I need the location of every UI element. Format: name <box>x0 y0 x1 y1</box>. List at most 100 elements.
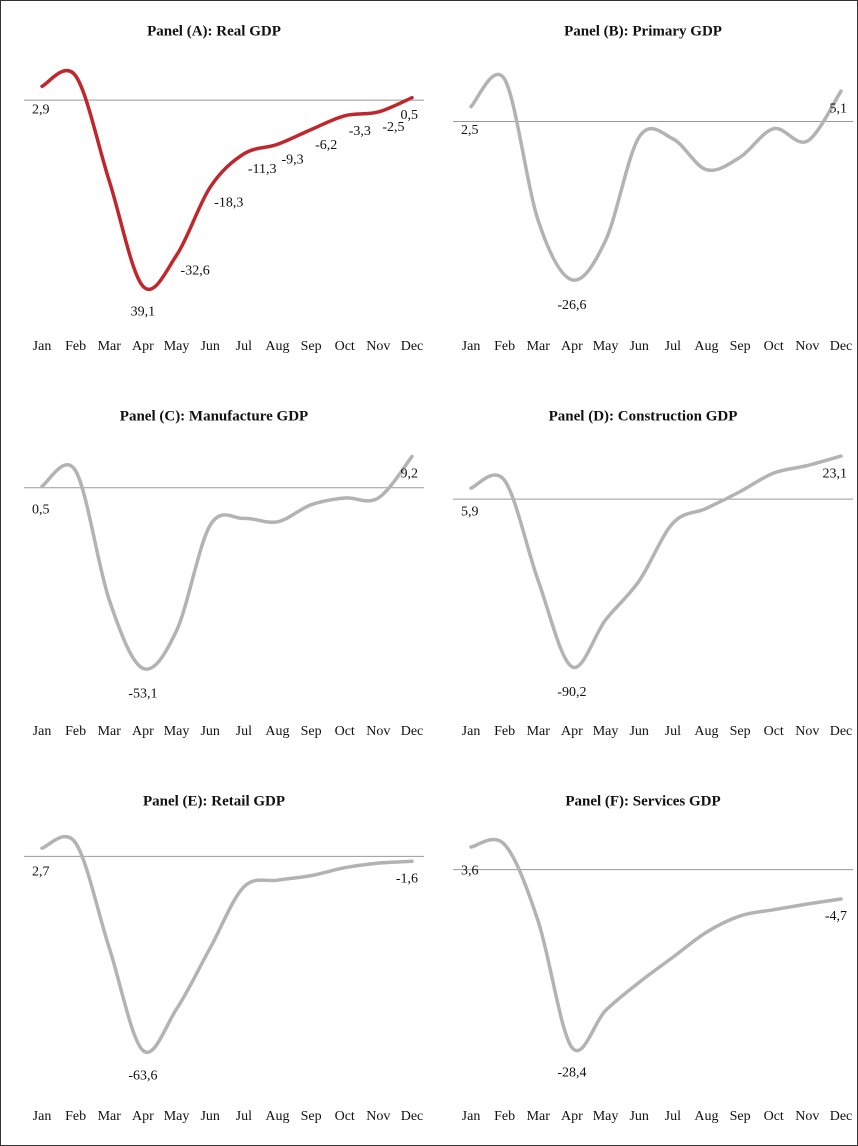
x-tick-label: May <box>164 724 190 739</box>
x-tick-label: Apr <box>132 339 154 354</box>
line <box>469 837 843 1053</box>
x-tick-label: Aug <box>694 1109 718 1124</box>
x-tick-label: Aug <box>694 724 718 739</box>
data-label: -1,6 <box>396 872 418 887</box>
x-tick-label: Mar <box>527 339 551 354</box>
x-tick-label: Dec <box>830 339 853 354</box>
data-label: -11,3 <box>248 162 277 177</box>
x-tick-label: Apr <box>132 724 154 739</box>
x-tick-label: Sep <box>301 339 322 354</box>
x-tick-label: Oct <box>335 1109 355 1124</box>
x-tick-label: Oct <box>764 724 784 739</box>
x-tick-label: Jul <box>236 339 252 354</box>
x-tick-label: Aug <box>265 339 289 354</box>
x-tick-label: Sep <box>730 1109 751 1124</box>
data-label: 9,2 <box>401 467 419 482</box>
x-tick-label: Apr <box>132 1109 154 1124</box>
x-tick-label: Nov <box>795 1109 819 1124</box>
x-tick-label: Mar <box>98 724 122 739</box>
x-tick-label: Nov <box>366 1109 390 1124</box>
panel-title: Panel (A): Real GDP <box>147 23 281 39</box>
x-tick-label: Oct <box>335 724 355 739</box>
data-label: -3,3 <box>349 124 371 139</box>
x-tick-label: Sep <box>301 1109 322 1124</box>
data-label: 23,1 <box>823 466 848 481</box>
data-label: 3,6 <box>461 863 479 878</box>
line <box>469 454 843 670</box>
x-tick-label: Dec <box>830 724 853 739</box>
panel-title: Panel (E): Retail GDP <box>143 793 285 809</box>
x-tick-label: Dec <box>401 724 424 739</box>
x-tick-label: May <box>593 339 619 354</box>
data-label: 5,9 <box>461 504 479 519</box>
x-tick-label: Nov <box>795 724 819 739</box>
x-tick-label: Apr <box>561 724 583 739</box>
x-tick-label: Dec <box>830 1109 853 1124</box>
x-tick-label: Sep <box>730 724 751 739</box>
x-tick-label: Aug <box>265 724 289 739</box>
x-tick-label: Aug <box>265 1109 289 1124</box>
data-label: -28,4 <box>557 1066 586 1081</box>
x-tick-label: Dec <box>401 339 424 354</box>
x-tick-label: Jun <box>629 1109 648 1124</box>
x-tick-label: Jul <box>236 724 252 739</box>
data-label: -26,6 <box>557 298 586 313</box>
x-tick-label: Dec <box>401 1109 424 1124</box>
panel-title: Panel (D): Construction GDP <box>549 408 738 424</box>
data-label: -53,1 <box>128 687 157 702</box>
x-tick-label: Jan <box>33 1109 52 1124</box>
data-label: 2,5 <box>461 123 479 138</box>
x-tick-label: Jul <box>665 724 681 739</box>
x-tick-label: Jan <box>33 339 52 354</box>
line <box>469 72 843 282</box>
x-tick-label: Mar <box>98 1109 122 1124</box>
x-tick-label: Feb <box>494 1109 515 1124</box>
line <box>40 834 414 1055</box>
data-label: -9,3 <box>281 153 303 168</box>
x-tick-label: Aug <box>694 339 718 354</box>
x-tick-label: Jan <box>462 724 481 739</box>
line <box>40 454 414 671</box>
x-tick-label: Nov <box>366 724 390 739</box>
x-tick-label: May <box>593 1109 619 1124</box>
x-tick-label: Jun <box>200 724 219 739</box>
panel-title: Panel (C): Manufacture GDP <box>120 408 308 424</box>
data-label: -18,3 <box>214 195 243 210</box>
x-tick-label: Mar <box>527 724 551 739</box>
line <box>40 68 414 291</box>
data-label: -90,2 <box>557 685 586 700</box>
data-label: 39,1 <box>131 304 156 319</box>
data-label: 0,5 <box>32 502 50 517</box>
x-tick-label: Jul <box>236 1109 252 1124</box>
x-tick-label: Oct <box>764 1109 784 1124</box>
x-tick-label: Sep <box>301 724 322 739</box>
x-tick-label: May <box>164 339 190 354</box>
x-tick-label: Jun <box>629 339 648 354</box>
data-label: -32,6 <box>181 263 210 278</box>
x-tick-label: Jul <box>665 339 681 354</box>
x-tick-label: May <box>164 1109 190 1124</box>
x-tick-label: Apr <box>561 1109 583 1124</box>
data-label: -63,6 <box>128 1069 157 1084</box>
x-tick-label: Jun <box>200 1109 219 1124</box>
x-tick-label: Nov <box>366 339 390 354</box>
x-tick-label: May <box>593 724 619 739</box>
x-tick-label: Jun <box>200 339 219 354</box>
x-tick-label: Feb <box>65 1109 86 1124</box>
x-tick-label: Oct <box>764 339 784 354</box>
x-tick-label: Jun <box>629 724 648 739</box>
x-tick-label: Mar <box>98 339 122 354</box>
x-tick-label: Nov <box>795 339 819 354</box>
x-tick-label: Jan <box>33 724 52 739</box>
data-label: -6,2 <box>315 138 337 153</box>
x-tick-label: Mar <box>527 1109 551 1124</box>
x-tick-label: Jan <box>462 1109 481 1124</box>
data-label: 2,9 <box>32 102 50 117</box>
x-tick-label: Feb <box>65 339 86 354</box>
x-tick-label: Jul <box>665 1109 681 1124</box>
data-label: -4,7 <box>825 909 847 924</box>
x-tick-label: Feb <box>65 724 86 739</box>
data-label: 2,7 <box>32 864 50 879</box>
